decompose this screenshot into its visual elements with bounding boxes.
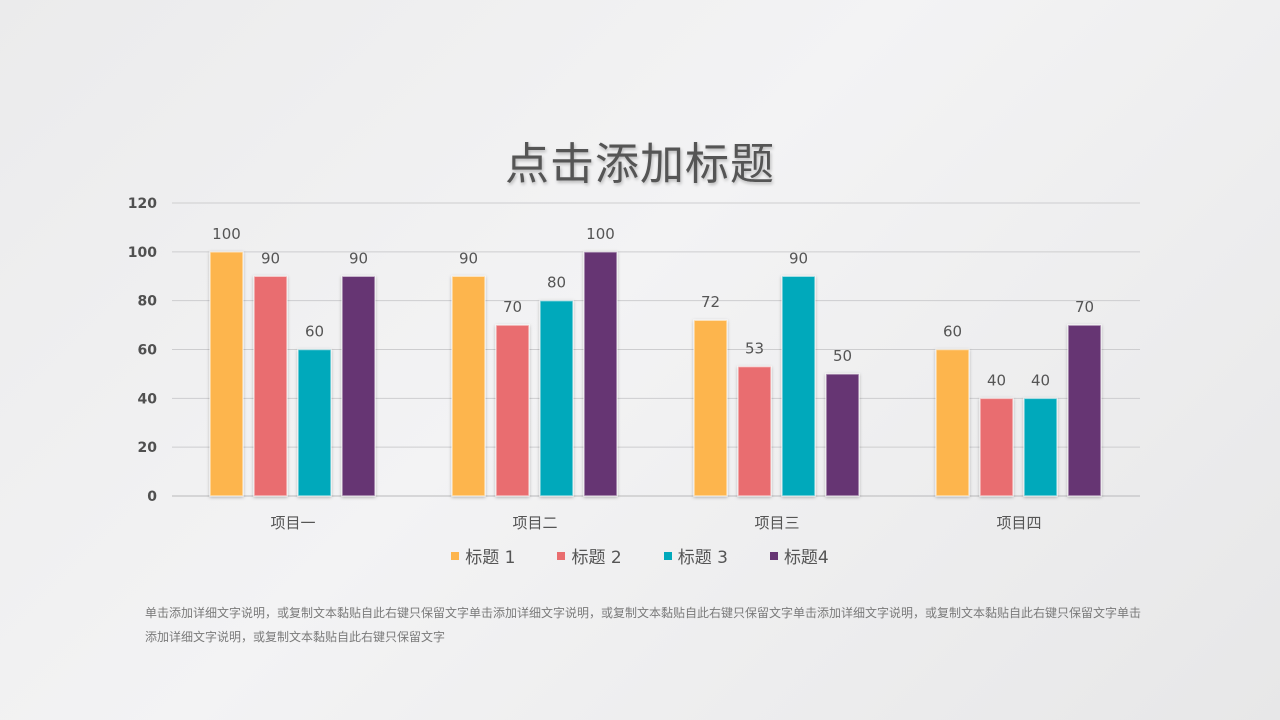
bar <box>583 251 618 497</box>
y-tick-label: 60 <box>138 343 158 359</box>
bar-chart: 0 20 40 60 80 100 120 100 90 60 90 90 70 80 100 72 53 90… <box>128 196 1140 532</box>
bar <box>297 348 332 497</box>
legend: 标题 1 标题 2 标题 3 标题4 <box>0 543 1280 568</box>
x-tick-label: 项目三 <box>754 514 799 532</box>
data-label: 100 <box>212 225 241 243</box>
legend-item: 标题 3 <box>663 543 728 568</box>
y-tick-label: 100 <box>128 245 157 261</box>
bar <box>781 275 816 497</box>
bar <box>693 319 728 497</box>
bar <box>979 397 1014 497</box>
legend-item: 标题4 <box>769 543 829 568</box>
data-label: 90 <box>261 249 280 267</box>
y-axis: 0 20 40 60 80 100 120 <box>128 196 157 505</box>
bars <box>209 251 1102 497</box>
x-tick-label: 项目二 <box>512 514 557 532</box>
legend-label: 标题 2 <box>571 548 622 568</box>
description-text: 单击添加详细文字说明，或复制文本黏贴自此右键只保留文字单击添加详细文字说明，或复… <box>145 606 1142 644</box>
grid-lines <box>172 202 1140 497</box>
data-label: 60 <box>305 323 324 341</box>
legend-swatch <box>451 551 460 560</box>
data-label: 90 <box>459 249 478 267</box>
legend-swatch <box>663 551 672 560</box>
bar <box>1067 324 1102 497</box>
x-axis: 项目一 项目二 项目三 项目四 <box>270 514 1041 532</box>
legend-swatch <box>557 551 566 560</box>
data-label: 40 <box>987 371 1006 389</box>
bar <box>341 275 376 497</box>
data-labels: 100 90 60 90 90 70 80 100 72 53 90 50 60 40 40 70 <box>212 225 1094 390</box>
bar <box>825 373 860 497</box>
data-label: 100 <box>586 225 615 243</box>
bar <box>935 348 970 497</box>
bar <box>737 365 772 497</box>
data-label: 60 <box>943 323 962 341</box>
data-label: 40 <box>1031 371 1050 389</box>
data-label: 70 <box>1075 298 1094 316</box>
data-label: 80 <box>547 274 566 292</box>
legend-label: 标题 1 <box>465 548 516 568</box>
bar <box>253 275 288 497</box>
bar <box>495 324 530 497</box>
bar <box>539 299 574 497</box>
chart-title: 点击添加标题 <box>505 139 775 190</box>
legend-swatch <box>769 551 778 560</box>
data-label: 70 <box>503 298 522 316</box>
legend-item: 标题 1 <box>451 543 515 568</box>
x-tick-label: 项目一 <box>270 514 315 532</box>
bar <box>1023 397 1058 497</box>
data-label: 72 <box>701 293 720 311</box>
bar <box>209 251 244 497</box>
x-tick-label: 项目四 <box>996 514 1041 532</box>
data-label: 90 <box>789 249 808 267</box>
y-tick-label: 120 <box>128 196 157 212</box>
legend-label: 标题4 <box>783 548 829 568</box>
data-label: 90 <box>349 249 368 267</box>
legend-item: 标题 2 <box>557 543 622 568</box>
data-label: 53 <box>745 340 764 358</box>
y-tick-label: 80 <box>138 294 158 310</box>
y-tick-label: 40 <box>138 391 158 407</box>
y-tick-label: 20 <box>138 440 158 456</box>
y-tick-label: 0 <box>147 489 157 505</box>
data-label: 50 <box>833 347 852 365</box>
bar <box>451 275 486 497</box>
legend-label: 标题 3 <box>677 548 728 568</box>
